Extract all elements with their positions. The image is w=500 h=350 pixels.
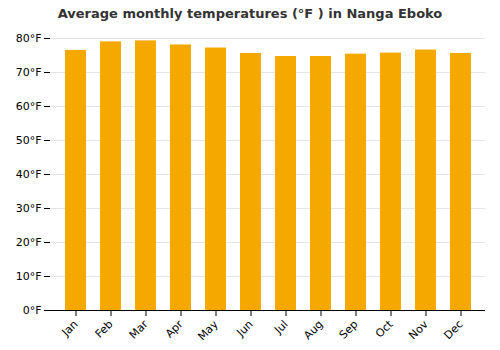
svg-text:80°F: 80°F — [16, 32, 42, 45]
svg-text:40°F: 40°F — [16, 168, 42, 181]
svg-text:Aug: Aug — [301, 318, 325, 342]
svg-text:20°F: 20°F — [16, 236, 42, 249]
svg-text:Feb: Feb — [93, 318, 116, 341]
svg-text:Nov: Nov — [406, 317, 431, 342]
svg-text:Sep: Sep — [337, 318, 361, 342]
svg-text:Jan: Jan — [59, 318, 81, 340]
svg-text:60°F: 60°F — [16, 100, 42, 113]
svg-text:Apr: Apr — [163, 317, 186, 340]
svg-text:May: May — [195, 317, 221, 343]
svg-text:Jun: Jun — [234, 318, 256, 340]
svg-text:50°F: 50°F — [16, 134, 42, 147]
svg-text:Dec: Dec — [441, 318, 465, 342]
svg-text:Mar: Mar — [127, 317, 151, 341]
svg-text:10°F: 10°F — [16, 270, 42, 283]
svg-text:Jul: Jul — [271, 318, 290, 337]
svg-text:0°F: 0°F — [23, 304, 42, 317]
html-text:Average monthly temperatures (: Average monthly temperatures (°F ) in Na… — [57, 6, 443, 21]
svg-text:70°F: 70°F — [16, 66, 42, 79]
svg-text:30°F: 30°F — [16, 202, 42, 215]
svg-text:Oct: Oct — [373, 317, 396, 340]
